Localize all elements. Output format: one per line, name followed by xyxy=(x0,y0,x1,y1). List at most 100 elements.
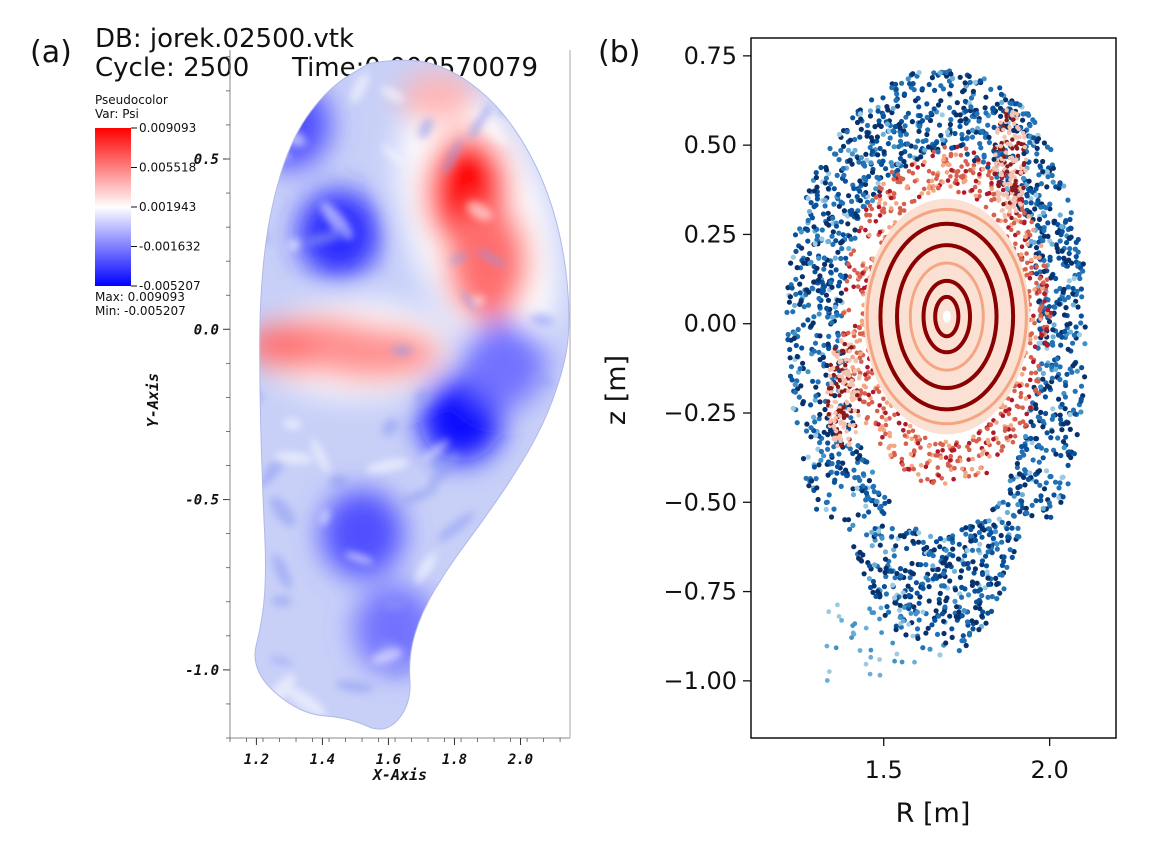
poincare-point xyxy=(1082,324,1088,330)
poincare-point xyxy=(948,184,953,189)
poincare-point xyxy=(1078,409,1084,415)
poincare-point xyxy=(841,208,848,214)
poincare-point xyxy=(919,191,925,196)
island-point xyxy=(1011,121,1017,127)
poincare-point xyxy=(1077,275,1083,282)
island-point xyxy=(1008,177,1013,182)
island-point xyxy=(1002,181,1007,186)
poincare-point xyxy=(1059,224,1065,230)
poincare-point xyxy=(949,626,955,632)
poincare-point xyxy=(948,83,954,89)
island-point xyxy=(999,172,1005,178)
poincare-point xyxy=(866,563,873,569)
poincare-point xyxy=(789,377,795,383)
poincare-point xyxy=(899,659,905,665)
field-streak xyxy=(269,496,296,527)
poincare-point xyxy=(928,533,934,540)
poincare-point xyxy=(866,392,871,398)
poincare-point xyxy=(854,350,860,356)
poincare-point xyxy=(888,160,894,166)
poincare-point xyxy=(949,167,954,173)
poincare-point xyxy=(1046,384,1053,391)
field-streak xyxy=(510,482,531,492)
poincare-point xyxy=(1059,474,1065,481)
poincare-point xyxy=(927,451,932,457)
poincare-point xyxy=(1045,307,1051,313)
poincare-point xyxy=(881,584,888,590)
colorbar-tick-label: 0.009093 xyxy=(139,121,196,135)
poincare-point xyxy=(953,177,959,183)
poincare-point xyxy=(932,617,938,623)
poincare-point xyxy=(839,246,845,252)
poincare-point xyxy=(1078,383,1085,389)
poincare-point xyxy=(852,147,858,153)
poincare-point xyxy=(945,162,951,167)
poincare-point xyxy=(882,569,888,576)
poincare-point xyxy=(1061,312,1068,318)
poincare-point xyxy=(991,522,997,528)
poincare-point xyxy=(1033,370,1039,376)
island-point xyxy=(856,413,861,418)
poincare-point xyxy=(999,562,1006,569)
poincare-point xyxy=(883,565,889,571)
poincare-point xyxy=(884,604,890,610)
poincare-point xyxy=(969,618,975,624)
poincare-point xyxy=(808,200,814,206)
poincare-point xyxy=(1020,405,1025,411)
island-point xyxy=(847,348,853,354)
poincare-point xyxy=(1004,526,1010,532)
poincare-point xyxy=(827,428,834,434)
poincare-point xyxy=(916,530,922,536)
poincare-point xyxy=(891,177,896,182)
poincare-point xyxy=(835,459,842,465)
field-streak xyxy=(428,452,460,489)
field-streak xyxy=(282,418,302,430)
poincare-point xyxy=(1041,140,1047,146)
poincare-point xyxy=(984,569,990,575)
poincare-point xyxy=(923,630,929,636)
poincare-point xyxy=(1017,454,1023,460)
poincare-point xyxy=(989,594,995,600)
poincare-point xyxy=(916,617,922,623)
colorbar-tick-label: 0.001943 xyxy=(139,200,196,214)
poincare-point xyxy=(1047,474,1053,480)
poincare-point xyxy=(1036,239,1042,245)
poincare-point xyxy=(952,466,957,471)
poincare-point xyxy=(1024,446,1030,452)
poincare-point xyxy=(973,178,979,184)
field-streak xyxy=(517,628,530,648)
poincare-point xyxy=(892,124,898,130)
island-point xyxy=(1004,191,1010,196)
poincare-point xyxy=(994,596,1000,602)
poincare-point xyxy=(946,105,953,111)
poincare-point xyxy=(963,531,969,537)
poincare-point xyxy=(834,311,840,317)
island-point xyxy=(1017,193,1022,198)
poincare-point xyxy=(950,553,956,559)
island-point xyxy=(1007,124,1012,130)
poincare-point xyxy=(912,659,917,665)
poincare-point xyxy=(866,402,872,407)
poincare-point xyxy=(873,219,879,224)
field-streak xyxy=(530,314,555,327)
poincare-point xyxy=(990,105,996,111)
poincare-point xyxy=(854,485,860,491)
poincare-point xyxy=(926,190,931,196)
poincare-point xyxy=(993,575,999,582)
poincare-point xyxy=(878,441,883,447)
poincare-point xyxy=(940,560,946,566)
poincare-point xyxy=(960,633,966,639)
island-point xyxy=(831,366,836,371)
field-streak xyxy=(271,596,293,607)
island-point xyxy=(996,195,1001,200)
poincare-point xyxy=(1053,451,1059,457)
poincare-point xyxy=(813,384,819,390)
island-point xyxy=(993,171,998,177)
poincare-point xyxy=(822,180,829,186)
poincare-point xyxy=(1038,313,1044,318)
poincare-point xyxy=(1071,275,1077,282)
poincare-point xyxy=(877,403,882,408)
island-point xyxy=(831,424,837,429)
poincare-point xyxy=(850,365,855,370)
